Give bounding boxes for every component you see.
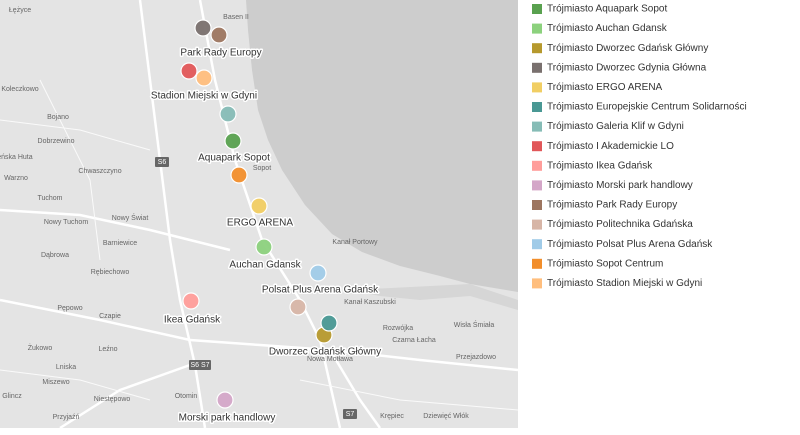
legend-swatch	[532, 62, 542, 73]
road-shield	[155, 157, 169, 167]
point-label: Morski park handlowy	[179, 413, 276, 424]
place-name: Krępiec	[380, 413, 404, 420]
place-name: Chwaszczyno	[78, 168, 121, 175]
place-name: Dąbrowa	[41, 252, 69, 259]
legend-swatch	[532, 82, 542, 93]
place-name: Glincz	[2, 393, 22, 400]
place-name: Nowy Tuchom	[44, 219, 89, 226]
location-point	[289, 298, 307, 316]
location-point	[194, 19, 212, 37]
legend-label: Trójmiasto Polsat Plus Arena Gdańsk	[547, 239, 713, 250]
place-name: Przyjaźń	[53, 414, 80, 421]
point-label: Polsat Plus Arena Gdańsk	[262, 285, 379, 296]
road-number: S6	[158, 159, 167, 166]
legend-swatch	[532, 200, 542, 210]
place-name: Dobrzewino	[38, 138, 75, 145]
place-name: Sopot	[253, 165, 271, 172]
legend-label: Trójmiasto Morski park handlowy	[547, 180, 693, 191]
place-name: Warzno	[4, 175, 28, 182]
location-point	[219, 105, 237, 123]
legend-label: Trójmiasto Ikea Gdańsk	[547, 160, 653, 171]
location-point	[210, 26, 228, 44]
legend-label: Trójmiasto Stadion Miejski w Gdyni	[547, 278, 702, 289]
location-point	[230, 166, 248, 184]
place-name: Kanał Kaszubski	[344, 299, 396, 306]
location-point	[255, 238, 273, 256]
place-name: Leźno	[98, 346, 117, 353]
location-point	[250, 197, 268, 215]
point-label: Park Rady Europy	[180, 48, 261, 59]
place-name: Przejazdowo	[456, 354, 496, 361]
place-name: Czapie	[99, 313, 121, 320]
place-name: Otomin	[175, 393, 198, 400]
legend-label: Trójmiasto Galeria Klif w Gdyni	[547, 121, 684, 132]
place-name: Wisła Śmiała	[454, 320, 495, 329]
legend-swatch	[532, 43, 542, 54]
sea	[246, 0, 518, 292]
map	[0, 0, 519, 430]
point-label: Auchan Gdansk	[229, 260, 301, 271]
place-name: rzeńska Huta	[0, 154, 33, 161]
legend-swatch	[532, 23, 542, 34]
location-point	[224, 132, 242, 150]
legend-swatch	[532, 239, 542, 250]
legend-swatch	[532, 180, 542, 191]
place-name: Rębiechowo	[91, 269, 130, 276]
place-name: Nowa Motława	[307, 356, 353, 363]
legend-swatch	[532, 219, 542, 230]
legend-label: Trójmiasto Auchan Gdansk	[547, 23, 668, 34]
road-shield	[189, 360, 211, 370]
place-name: Łężyce	[9, 7, 31, 14]
legend-swatch	[532, 121, 542, 132]
legend-label: Trójmiasto Sopot Centrum	[547, 258, 663, 269]
place-name: Niestępowo	[94, 396, 131, 403]
point-label: Ikea Gdańsk	[164, 315, 221, 326]
point-label: ERGO ARENA	[227, 218, 293, 229]
place-name: Nowy Świat	[112, 213, 149, 222]
place-name: Dziewięć Włók	[423, 413, 469, 420]
legend-swatch	[532, 141, 542, 152]
point-label: Aquapark Sopot	[198, 153, 270, 164]
legend-swatch	[532, 102, 542, 112]
legend-swatch	[532, 160, 542, 171]
place-name: Barniewice	[103, 240, 137, 247]
legend-label: Trójmiasto Dworzec Gdańsk Główny	[547, 43, 708, 54]
legend-label: Trójmiasto Aquapark Sopot	[547, 4, 667, 15]
place-name: Czarna Łacha	[392, 337, 436, 344]
legend-label: Trójmiasto ERGO ARENA	[547, 82, 663, 93]
location-point	[195, 69, 213, 87]
river	[350, 284, 518, 310]
point-label: Stadion Miejski w Gdyni	[151, 91, 257, 102]
place-name: Rozwójka	[383, 325, 413, 332]
legend-label: Trójmiasto Politechnika Gdańska	[547, 219, 693, 230]
place-name: Żukowo	[28, 343, 53, 352]
location-point	[216, 391, 234, 409]
legend-swatch	[532, 4, 542, 14]
road-number: S6 S7	[190, 362, 209, 369]
place-name: Tuchom	[37, 195, 62, 202]
location-point	[182, 292, 200, 310]
legend-label: Trójmiasto Dworzec Gdynia Główna	[547, 62, 707, 73]
legend-label: Trójmiasto Europejskie Centrum Solidarno…	[547, 102, 747, 113]
minor-roads	[0, 79, 519, 411]
legend-label: Trójmiasto I Akademickie LO	[547, 141, 674, 152]
place-name: Bojano	[47, 114, 69, 121]
place-name: Miszewo	[42, 379, 69, 386]
place-name: Basen II	[223, 14, 249, 21]
place-name: Koleczkowo	[1, 86, 38, 93]
legend-swatch	[532, 278, 542, 289]
place-name: Pępowo	[57, 305, 82, 312]
legend-label: Trójmiasto Park Rady Europy	[547, 200, 677, 211]
road-number: S7	[346, 411, 355, 418]
point-label: Dworzec Gdańsk Główny	[269, 347, 381, 358]
road-shield	[343, 409, 357, 419]
place-name: Kanał Portowy	[332, 239, 378, 246]
location-point	[180, 62, 198, 80]
legend-swatch	[532, 258, 542, 269]
location-point	[309, 264, 327, 282]
location-point	[320, 314, 338, 332]
place-name: Lniska	[56, 364, 76, 371]
